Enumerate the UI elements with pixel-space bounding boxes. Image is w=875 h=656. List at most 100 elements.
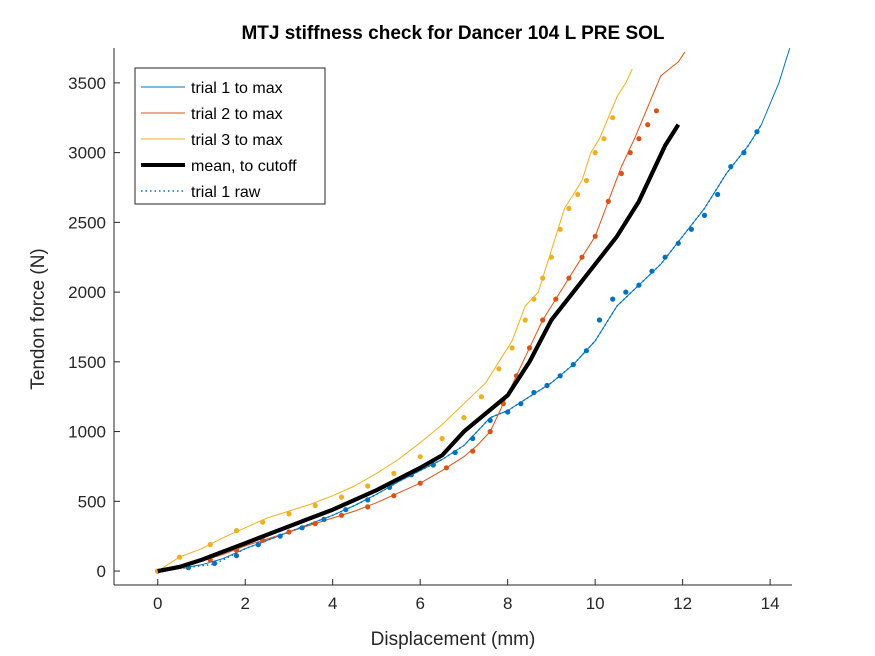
data-point (653, 108, 660, 114)
data-point (522, 317, 528, 323)
data-point (478, 394, 484, 400)
y-tick-label: 3000 (68, 144, 106, 163)
data-point (636, 282, 642, 288)
data-point (365, 504, 371, 510)
x-tick-label: 14 (761, 594, 780, 613)
data-point (636, 136, 642, 142)
data-point (548, 254, 555, 260)
data-point (207, 542, 213, 548)
data-point (443, 465, 449, 471)
data-point (557, 373, 563, 379)
data-point (715, 191, 721, 198)
data-point (299, 525, 305, 531)
x-tick-label: 8 (503, 594, 512, 613)
y-tick-label: 1500 (68, 353, 106, 372)
data-point (583, 177, 590, 184)
data-point (618, 170, 625, 177)
x-tick-label: 4 (328, 594, 337, 613)
legend: trial 1 to max trial 2 to max trial 3 to m… (134, 67, 326, 205)
data-point (579, 254, 585, 260)
data-point (592, 150, 598, 156)
data-point (526, 345, 533, 351)
y-axis: 0 500 1000 1500 2000 2500 3000 3500 (68, 74, 120, 581)
y-axis-label: Tendon force (N) (28, 248, 49, 390)
chart-title: MTJ stiffness check for Dancer 104 L PRE… (241, 23, 664, 44)
data-point (623, 289, 629, 295)
data-point (557, 226, 563, 232)
data-point (391, 493, 397, 499)
data-point (505, 409, 511, 415)
data-point (566, 205, 572, 211)
data-point (286, 529, 292, 535)
data-point (177, 554, 183, 560)
data-point (312, 521, 318, 527)
legend-label: mean, to cutoff (191, 158, 297, 175)
data-point (496, 366, 502, 372)
data-point (741, 150, 747, 156)
data-point (312, 502, 318, 509)
data-point (470, 435, 476, 442)
data-point (518, 401, 524, 407)
data-point (728, 164, 734, 170)
data-point (487, 417, 493, 423)
data-point (566, 275, 572, 281)
data-point (596, 317, 603, 323)
data-point (540, 275, 546, 281)
data-point (570, 362, 576, 368)
y-tick-label: 1000 (68, 423, 106, 442)
data-point (233, 553, 240, 559)
data-point (338, 494, 345, 500)
y-tick-label: 0 (97, 562, 106, 581)
data-point (321, 516, 327, 523)
data-point (343, 507, 349, 513)
data-point (452, 449, 458, 456)
x-tick-label: 10 (586, 594, 605, 613)
legend-label: trial 1 raw (191, 184, 261, 201)
series-line-mean-front (157, 123, 680, 574)
y-tick-label: 3500 (68, 74, 106, 93)
data-point (509, 345, 515, 351)
x-tick-label: 2 (240, 594, 249, 613)
series-group (155, 48, 791, 574)
data-point (233, 528, 240, 534)
data-point (417, 480, 423, 486)
legend-label: trial 3 to max (191, 132, 283, 149)
data-point (575, 191, 581, 198)
data-point (439, 435, 445, 442)
data-point (338, 512, 345, 518)
data-point (627, 150, 633, 156)
data-point (605, 198, 611, 204)
data-point (430, 462, 436, 468)
data-point (470, 448, 476, 454)
x-axis-label: Displacement (mm) (371, 629, 536, 650)
data-point (286, 511, 292, 517)
data-point (754, 129, 760, 135)
y-tick-label: 2500 (68, 213, 106, 232)
x-tick-label: 0 (153, 594, 162, 613)
data-point (553, 296, 559, 302)
data-point (531, 296, 537, 302)
data-point (544, 382, 550, 389)
data-point (701, 212, 708, 218)
data-point (531, 389, 537, 396)
data-point (212, 560, 218, 567)
y-tick-label: 2000 (68, 283, 106, 302)
y-tick-label: 500 (78, 492, 106, 511)
data-point (662, 254, 668, 260)
legend-label: trial 1 to max (191, 80, 283, 97)
data-point (540, 317, 546, 323)
x-axis: 0 2 4 6 8 10 12 14 (153, 579, 780, 613)
data-point (365, 483, 371, 489)
data-point (649, 268, 655, 274)
legend-box (134, 67, 326, 205)
data-point (592, 233, 598, 239)
data-point (417, 454, 423, 460)
data-point (601, 136, 607, 142)
data-point (583, 348, 590, 354)
data-point (365, 497, 371, 503)
data-point (675, 240, 681, 246)
data-point (461, 415, 467, 421)
data-point (255, 542, 261, 548)
data-point (277, 533, 283, 539)
